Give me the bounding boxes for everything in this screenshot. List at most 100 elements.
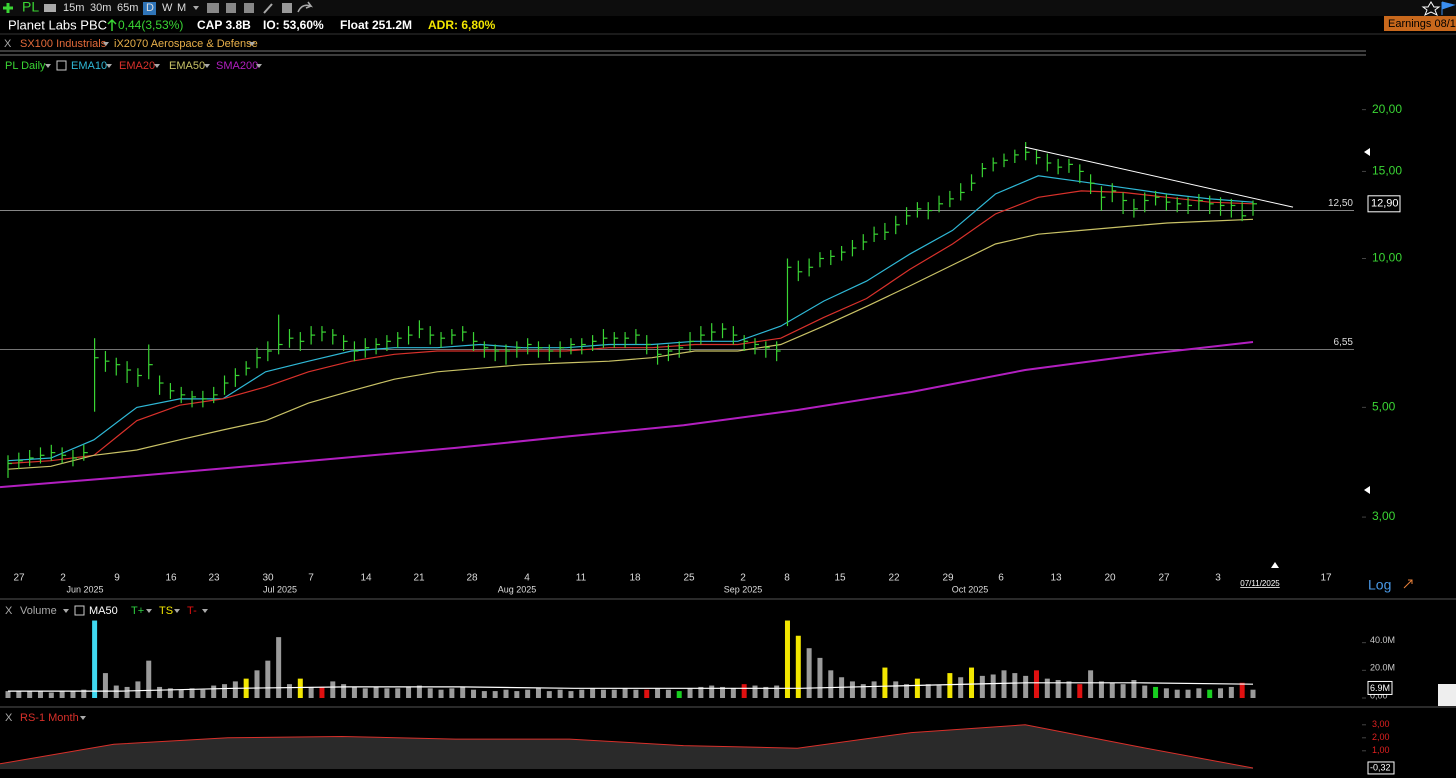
- legend-icon: [74, 605, 85, 616]
- timeframe[interactable]: M: [177, 2, 186, 14]
- legend-item[interactable]: EMA10: [71, 60, 107, 72]
- add-icon[interactable]: [3, 3, 13, 13]
- tool-icon[interactable]: [207, 3, 219, 13]
- legend-item[interactable]: T+: [131, 605, 144, 617]
- trendline: [1024, 146, 1294, 208]
- x-tick-label: 17: [1320, 573, 1332, 584]
- x-tick-label: 27: [1158, 573, 1170, 584]
- volume-bar: [514, 691, 520, 698]
- legend-item[interactable]: TS: [159, 605, 173, 617]
- last-volume-box: [1367, 680, 1393, 695]
- x-tick-label: 28: [466, 573, 478, 584]
- scale-icon[interactable]: [1403, 579, 1413, 589]
- dropdown[interactable]: [146, 609, 152, 613]
- x-month-label: Oct 2025: [952, 584, 989, 594]
- timeframe[interactable]: W: [162, 2, 173, 14]
- tool-icon[interactable]: [44, 4, 56, 12]
- volume-bar: [730, 688, 736, 698]
- volume-bar: [1250, 689, 1256, 698]
- volume-bar: [211, 685, 217, 698]
- volume-bar: [774, 685, 780, 698]
- timeframe[interactable]: D: [146, 2, 154, 14]
- tool-icon[interactable]: [226, 3, 236, 13]
- symbol[interactable]: PL: [22, 0, 39, 15]
- earnings-text[interactable]: Earnings 08/1: [1388, 18, 1456, 30]
- marker: [1364, 486, 1370, 494]
- volume-bar: [871, 681, 877, 698]
- legend-item[interactable]: MA50: [89, 605, 118, 617]
- volume-bar: [720, 686, 726, 698]
- dropdown[interactable]: [154, 64, 160, 68]
- legend-item[interactable]: T-: [187, 605, 197, 617]
- legend-item[interactable]: SMA200: [216, 60, 258, 72]
- volume-bar: [698, 686, 704, 698]
- volume-bar: [741, 684, 747, 698]
- ma-line: [7, 190, 1254, 465]
- x-tick-label: 2: [740, 573, 746, 584]
- group-label[interactable]: SX100 Industrials: [20, 38, 107, 50]
- volume-bar: [200, 689, 206, 698]
- legend-item[interactable]: EMA20: [119, 60, 155, 72]
- dropdown[interactable]: [193, 6, 199, 10]
- star-icon[interactable]: [1421, 1, 1441, 17]
- close-button[interactable]: X: [4, 38, 12, 50]
- volume-bar: [947, 673, 953, 698]
- dropdown[interactable]: [63, 609, 69, 613]
- dropdown[interactable]: [249, 42, 255, 46]
- volume-bar: [925, 684, 931, 698]
- volume-bar: [167, 688, 173, 698]
- dropdown[interactable]: [204, 64, 210, 68]
- timeframe[interactable]: 15m: [63, 2, 84, 14]
- volume-bar: [146, 660, 152, 698]
- timeframe-active[interactable]: [143, 2, 156, 15]
- volume-bar: [1012, 673, 1018, 698]
- up-arrow: [107, 18, 117, 31]
- group-label[interactable]: iX2070 Aerospace & Defense: [114, 38, 258, 50]
- volume-bar: [806, 648, 812, 698]
- volume-bar: [579, 689, 585, 698]
- earnings-badge[interactable]: [1384, 16, 1456, 31]
- tool-icon[interactable]: [282, 3, 292, 13]
- x-tick-label: 30: [262, 573, 274, 584]
- x-tick-label: 7: [308, 573, 314, 584]
- stat: ADR: 6,80%: [428, 18, 496, 32]
- x-tick-label: 11: [576, 573, 587, 584]
- volume-bar: [102, 673, 108, 698]
- volume-bar: [395, 688, 401, 698]
- volume-bar: [709, 685, 715, 698]
- timeframe[interactable]: 65m: [117, 2, 138, 14]
- close-button[interactable]: X: [5, 712, 13, 724]
- volume-bar: [460, 686, 466, 698]
- volume-bar: [37, 691, 43, 698]
- volume-bar: [1077, 684, 1083, 698]
- stat: IO: 53,60%: [263, 18, 324, 32]
- volume-bar: [882, 667, 888, 698]
- dropdown[interactable]: [45, 64, 51, 68]
- timeframe[interactable]: 30m: [90, 2, 111, 14]
- volume-bar: [157, 686, 163, 698]
- close-button[interactable]: X: [5, 605, 13, 617]
- legend-title[interactable]: RS-1 Month: [20, 712, 79, 724]
- scale-toggle[interactable]: Log: [1368, 577, 1391, 593]
- draw-icon[interactable]: [263, 3, 273, 14]
- volume-bar: [5, 691, 11, 698]
- tool-icon[interactable]: [244, 3, 254, 13]
- redo-icon[interactable]: [297, 1, 314, 13]
- volume-bar: [990, 674, 996, 698]
- dropdown[interactable]: [202, 609, 208, 613]
- volume-bar: [406, 686, 412, 698]
- dropdown[interactable]: [174, 609, 180, 613]
- dropdown[interactable]: [103, 42, 109, 46]
- dropdown[interactable]: [80, 716, 86, 720]
- flag-icon[interactable]: [1441, 1, 1456, 15]
- price-change: 0,44(3,53%): [118, 18, 183, 32]
- dropdown[interactable]: [256, 64, 262, 68]
- scroll-button[interactable]: [1438, 684, 1456, 706]
- volume-bar: [958, 677, 964, 698]
- dropdown[interactable]: [106, 64, 112, 68]
- legend-title[interactable]: Volume: [20, 605, 57, 617]
- volume-bar: [936, 685, 942, 698]
- legend-item[interactable]: EMA50: [169, 60, 205, 72]
- volume-bar: [351, 686, 357, 698]
- y-tick-label: 40.0M: [1370, 635, 1395, 645]
